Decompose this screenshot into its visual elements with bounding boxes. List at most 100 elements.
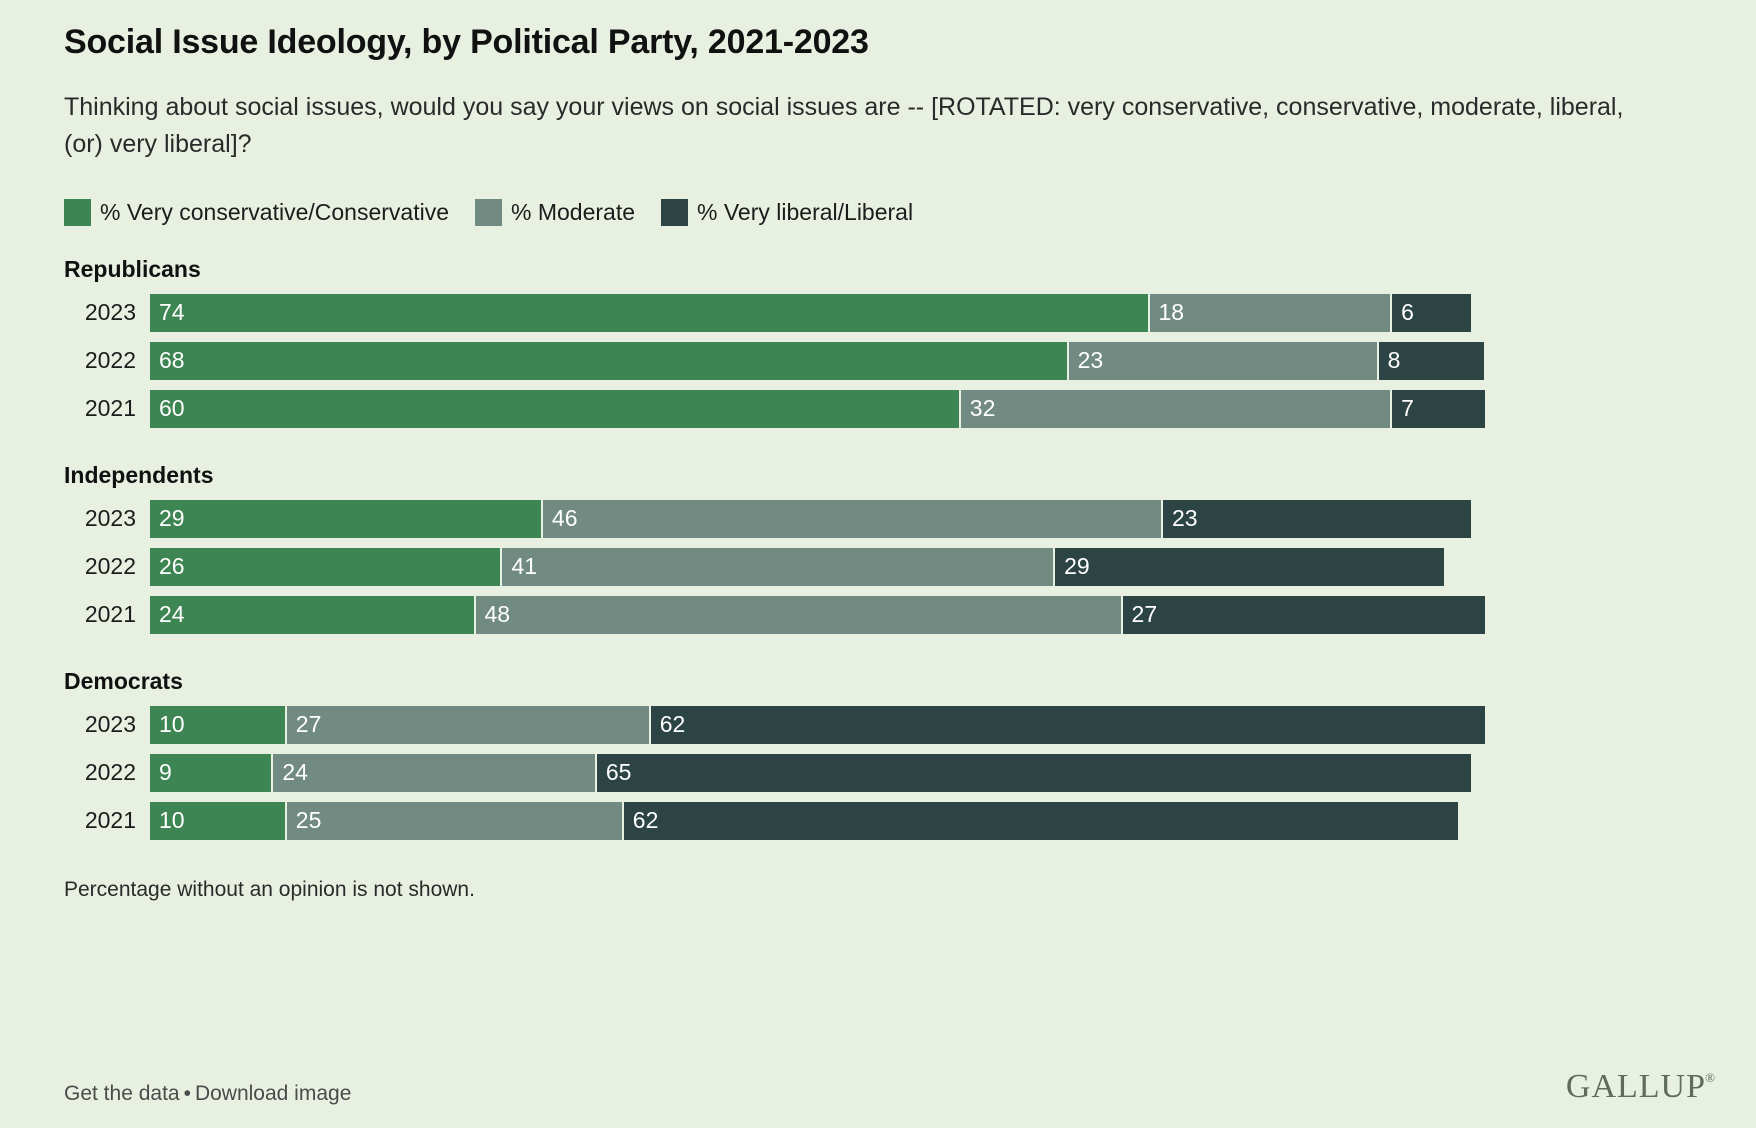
bar-segment-0: 9	[150, 753, 272, 792]
chart-row: 2023 10 27 62	[64, 705, 1756, 744]
gallup-wordmark: GALLUP	[1565, 1068, 1706, 1105]
stacked-bar: 10 25 62	[150, 801, 1498, 840]
bar-value-label: 32	[969, 395, 996, 422]
bar-value-label: 8	[1387, 347, 1401, 374]
bar-value-label: 65	[605, 759, 632, 786]
bar-segment-1: 32	[958, 389, 1391, 428]
legend-swatch-icon	[64, 198, 91, 226]
chart-footnote: Percentage without an opinion is not sho…	[64, 877, 475, 901]
bar-value-label: 26	[159, 553, 185, 580]
bar-value-label: 62	[632, 807, 659, 834]
bar-value-label: 9	[159, 759, 172, 786]
chart-row: 2022 26 41 29	[64, 547, 1756, 586]
bar-segment-2: 23	[1160, 499, 1472, 538]
party-group-label: Democrats	[64, 667, 183, 694]
bar-value-label: 27	[295, 711, 322, 738]
registered-trademark-icon: ®	[1705, 1070, 1716, 1085]
bar-segment-0: 60	[150, 389, 959, 428]
bar-segment-1: 24	[271, 753, 595, 792]
gallup-logo: GALLUP ®	[1566, 1068, 1716, 1106]
bar-value-label: 24	[282, 759, 308, 786]
bar-segment-2: 8	[1376, 341, 1485, 380]
chart-subtitle: Thinking about social issues, would you …	[64, 92, 1624, 158]
stacked-bar: 60 32 7	[150, 389, 1498, 428]
bar-value-label: 23	[1077, 347, 1104, 374]
bar-segment-0: 29	[150, 499, 541, 538]
row-year-label: 2023	[84, 505, 136, 532]
bar-value-label: 68	[159, 347, 185, 374]
legend-item-label: % Very liberal/Liberal	[697, 198, 914, 225]
chart-row: 2022 68 23 8	[64, 341, 1756, 380]
bar-segment-2: 7	[1390, 389, 1485, 428]
party-group-label: Republicans	[64, 255, 201, 282]
row-year-label: 2022	[84, 759, 136, 786]
chart-footer: Get the data • Download image GALLUP ®	[64, 1068, 1716, 1106]
bar-value-label: 48	[484, 601, 511, 628]
party-group-democrats: Democrats 2023 10 27 62 2022 9 24 65 2021 10 25 62	[64, 668, 1756, 840]
row-year-label: 2021	[84, 807, 136, 834]
bar-segment-0: 10	[150, 801, 285, 840]
footer-separator: •	[183, 1082, 191, 1105]
page-title: Social Issue Ideology, by Political Part…	[64, 23, 869, 61]
bar-value-label: 6	[1401, 299, 1414, 326]
bar-segment-1: 18	[1147, 293, 1391, 332]
row-year-label: 2023	[84, 299, 136, 326]
bar-value-label: 29	[159, 505, 185, 532]
stacked-bar: 10 27 62	[150, 705, 1498, 744]
stacked-bar: 9 24 65	[150, 753, 1498, 792]
bar-segment-2: 65	[594, 753, 1472, 792]
chart-row: 2021 10 25 62	[64, 801, 1756, 840]
chart-row: 2021 60 32 7	[64, 389, 1756, 428]
legend-item-1[interactable]: % Moderate	[475, 198, 636, 226]
bar-value-label: 60	[159, 395, 185, 422]
download-image-link[interactable]: Download image	[194, 1082, 352, 1105]
bar-segment-1: 27	[284, 705, 649, 744]
stacked-bar: 74 18 6	[150, 293, 1498, 332]
legend-swatch-icon	[475, 198, 502, 226]
bar-value-label: 74	[159, 299, 185, 326]
bar-segment-0: 24	[150, 595, 474, 634]
bar-segment-2: 27	[1120, 595, 1485, 634]
chart-row: 2022 9 24 65	[64, 753, 1756, 792]
party-group-independents: Independents 2023 29 46 23 2022 26 41 29 2021 24 48…	[64, 462, 1756, 634]
get-the-data-link[interactable]: Get the data	[64, 1082, 180, 1105]
party-group-label: Independents	[64, 461, 214, 488]
bar-segment-1: 25	[284, 801, 622, 840]
bar-segment-0: 10	[150, 705, 285, 744]
legend-item-label: % Moderate	[511, 198, 636, 225]
bar-value-label: 7	[1401, 395, 1414, 422]
bar-value-label: 46	[551, 505, 578, 532]
bar-value-label: 27	[1131, 601, 1158, 628]
bar-segment-1: 46	[540, 499, 1161, 538]
bar-value-label: 29	[1064, 553, 1090, 580]
chart-plot-area: Republicans 2023 74 18 6 2022 68 23 8 2021 60 32 7 In…	[64, 256, 1756, 840]
bar-segment-1: 23	[1066, 341, 1377, 380]
legend-item-0[interactable]: % Very conservative/Conservative	[64, 198, 449, 226]
footer-links: Get the data • Download image	[64, 1082, 351, 1106]
legend-item-2[interactable]: % Very liberal/Liberal	[661, 198, 914, 226]
bar-value-label: 24	[159, 601, 185, 628]
stacked-bar: 29 46 23	[150, 499, 1498, 538]
bar-segment-0: 68	[150, 341, 1067, 380]
bar-segment-2: 62	[621, 801, 1458, 840]
bar-value-label: 41	[511, 553, 538, 580]
bar-value-label: 10	[159, 807, 185, 834]
stacked-bar: 24 48 27	[150, 595, 1498, 634]
bar-segment-2: 6	[1390, 293, 1472, 332]
bar-value-label: 18	[1158, 299, 1185, 326]
bar-value-label: 62	[659, 711, 686, 738]
stacked-bar: 26 41 29	[150, 547, 1498, 586]
row-year-label: 2023	[84, 711, 136, 738]
bar-segment-0: 26	[150, 547, 501, 586]
row-year-label: 2022	[84, 347, 136, 374]
legend-swatch-icon	[661, 198, 689, 226]
bar-segment-1: 48	[473, 595, 1121, 634]
row-year-label: 2021	[84, 601, 136, 628]
bar-value-label: 23	[1171, 505, 1198, 532]
bar-segment-1: 41	[500, 547, 1054, 586]
bar-segment-2: 29	[1053, 547, 1445, 586]
row-year-label: 2022	[84, 553, 136, 580]
row-year-label: 2021	[84, 395, 136, 422]
chart-legend: % Very conservative/Conservative % Modera…	[64, 198, 1756, 226]
